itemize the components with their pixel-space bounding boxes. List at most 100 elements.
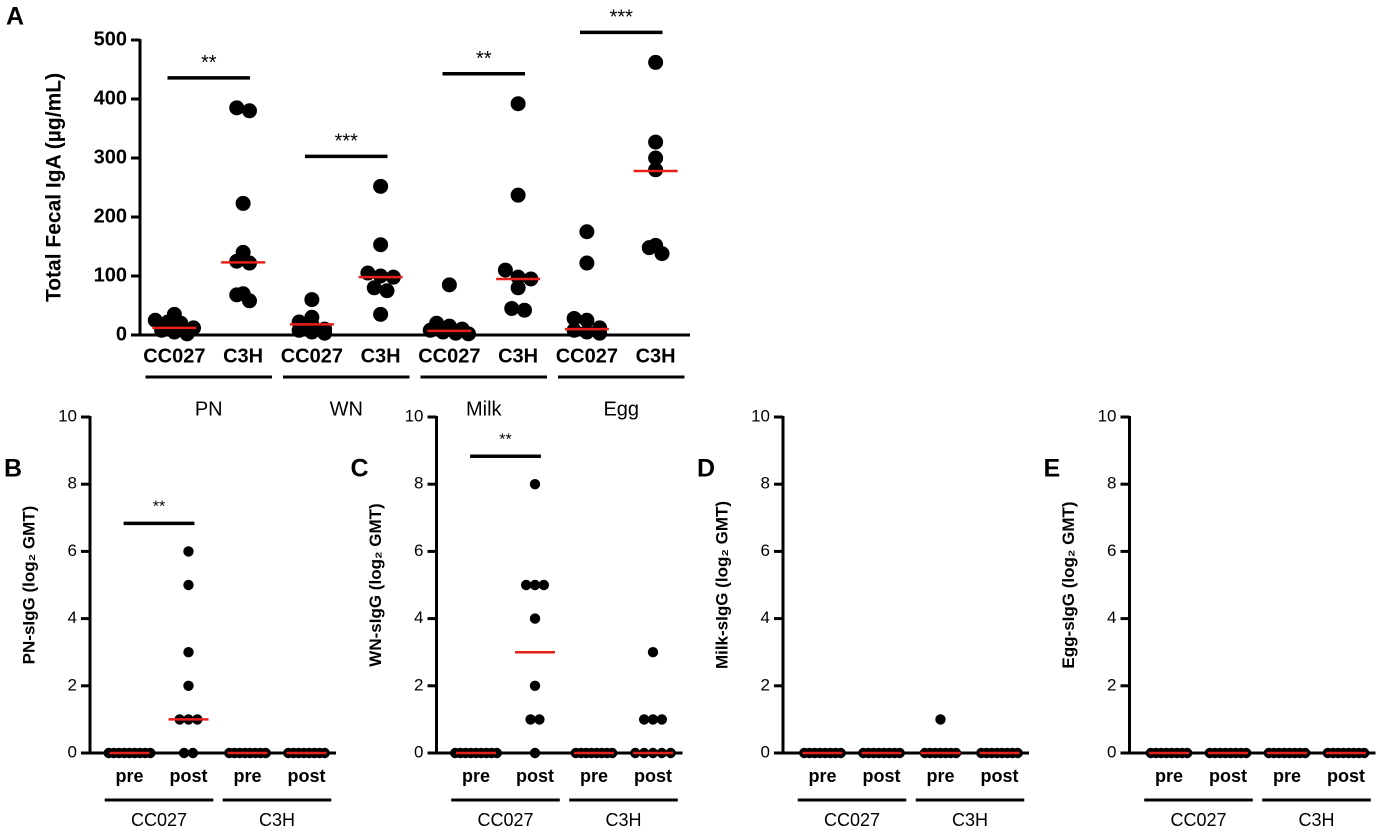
data-point	[517, 302, 532, 318]
data-point	[529, 579, 541, 591]
data-point	[179, 326, 195, 342]
data-point	[579, 255, 595, 271]
y-tick-label: 2	[1107, 675, 1116, 694]
x-tick-label: post	[981, 766, 1019, 786]
data-point	[291, 322, 307, 338]
y-tick-label: 6	[761, 541, 770, 560]
data-point	[366, 280, 382, 296]
y-tick-label: 8	[68, 474, 77, 493]
y-tick-label: 4	[761, 608, 770, 627]
x-tick-label: CC027	[418, 345, 480, 367]
data-point	[538, 579, 550, 591]
x-tick-label: post	[170, 766, 208, 786]
y-tick-label: 200	[94, 205, 127, 227]
x-tick-label: pre	[115, 766, 143, 786]
y-tick-label: 400	[94, 87, 127, 109]
group-label: C3H	[1298, 810, 1334, 829]
x-tick-label: C3H	[223, 345, 263, 367]
y-axis-label: WN-sIgG (log₂ GMT)	[366, 503, 385, 666]
data-point	[145, 747, 156, 759]
data-point	[242, 293, 257, 309]
y-tick-label: 10	[1098, 406, 1117, 425]
data-point	[183, 546, 194, 557]
y-tick-label: 2	[414, 675, 423, 694]
y-tick-label: 2	[68, 675, 77, 694]
data-point	[497, 262, 513, 278]
x-tick-label: pre	[926, 766, 954, 786]
y-tick-label: 6	[68, 541, 77, 560]
data-point	[304, 324, 320, 340]
data-point	[648, 134, 664, 150]
data-point	[510, 269, 526, 285]
data-point	[461, 326, 476, 342]
data-point	[379, 283, 395, 299]
data-point	[520, 579, 532, 591]
panel-letter: B	[4, 455, 22, 483]
y-tick-label: 0	[761, 742, 770, 761]
y-tick-label: 300	[94, 146, 127, 168]
data-point	[504, 300, 520, 316]
x-tick-label: post	[1327, 766, 1365, 786]
data-point	[235, 195, 251, 211]
y-tick-label: 8	[761, 474, 770, 493]
data-point	[648, 54, 664, 70]
y-tick-label: 500	[94, 28, 127, 50]
x-tick-label: post	[288, 766, 326, 786]
y-tick-label: 6	[414, 541, 423, 560]
group-label: C3H	[259, 810, 295, 829]
x-tick-label: pre	[1273, 766, 1301, 786]
group-label: Milk	[466, 398, 503, 420]
y-tick-label: 0	[68, 742, 77, 761]
data-point	[529, 747, 541, 759]
data-point	[510, 96, 526, 112]
x-tick-label: pre	[808, 766, 836, 786]
data-point	[183, 680, 194, 691]
data-point	[441, 277, 457, 293]
data-point	[647, 647, 659, 658]
x-tick-label: post	[1209, 766, 1247, 786]
group-label: CC027	[824, 810, 880, 829]
data-point	[510, 280, 526, 296]
y-tick-label: 8	[414, 474, 423, 493]
y-tick-label: 2	[761, 675, 770, 694]
data-point	[178, 747, 190, 759]
x-tick-label: CC027	[143, 345, 205, 367]
data-point	[183, 647, 194, 658]
significance-label: **	[476, 48, 492, 70]
y-tick-label: 4	[414, 608, 423, 627]
data-point	[579, 224, 595, 240]
significance-label: ***	[335, 131, 359, 153]
data-point	[183, 579, 194, 591]
data-point	[648, 150, 664, 166]
data-point	[242, 103, 257, 119]
y-axis-label: Milk-sIgG (log₂ GMT)	[712, 501, 731, 669]
data-point	[317, 325, 333, 341]
data-point	[229, 287, 245, 303]
x-tick-label: CC027	[281, 345, 343, 367]
group-label: CC027	[131, 810, 187, 829]
data-point	[229, 100, 245, 116]
data-point	[647, 714, 659, 725]
data-point	[566, 310, 582, 326]
panel-letter: E	[1044, 455, 1061, 483]
data-point	[656, 714, 668, 725]
y-axis-label: PN-sIgG (log₂ GMT)	[19, 506, 38, 665]
significance-label: **	[499, 431, 511, 448]
x-tick-label: pre	[1155, 766, 1183, 786]
data-point	[304, 292, 320, 308]
panel-letter: C	[351, 455, 369, 483]
x-tick-label: post	[634, 766, 672, 786]
x-tick-label: post	[863, 766, 901, 786]
y-tick-label: 0	[116, 323, 127, 345]
y-tick-label: 0	[1107, 742, 1116, 761]
x-tick-label: C3H	[498, 345, 538, 367]
data-point	[154, 322, 170, 338]
x-tick-label: pre	[233, 766, 261, 786]
data-point	[529, 479, 541, 490]
panel-letter: D	[697, 455, 715, 483]
data-point	[448, 325, 464, 341]
data-point	[525, 714, 536, 725]
data-point	[935, 714, 946, 725]
